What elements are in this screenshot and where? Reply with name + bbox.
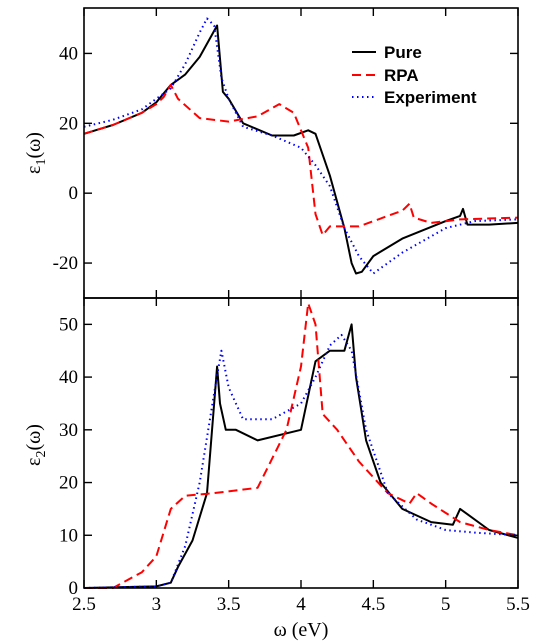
x-axis-title: ω (eV): [274, 619, 329, 641]
y-tick-label-top-1: 0: [69, 183, 79, 204]
y-tick-label-bottom-1: 10: [59, 525, 78, 546]
legend-label-experiment: Experiment: [384, 88, 477, 107]
x-tick-label-4: 4.5: [361, 594, 385, 615]
legend-label-pure: Pure: [384, 43, 422, 62]
y-axis-title-top-main: ε: [23, 166, 45, 174]
series-layer-top: [83, 17, 519, 275]
series-line-experiment-top: [83, 17, 519, 275]
y-axis-title-bottom-tail: (ω): [23, 424, 45, 450]
plot-frame-top: [83, 7, 519, 299]
y-tick-label-bottom-4: 40: [59, 367, 78, 388]
y-tick-label-bottom-5: 50: [59, 314, 78, 335]
x-tick-label-0: 2.5: [72, 594, 96, 615]
y-axis-title-top: ε1(ω): [23, 132, 49, 174]
y-axis-title-bottom: ε2(ω): [23, 424, 49, 466]
panel-bottom: 0 10 20 30 40 50 2.5 3 3.5 4 4.5 5 5.5 ε2(ω) ω (eV): [23, 297, 530, 641]
y-tick-label-bottom-0: 0: [69, 578, 79, 599]
y-tick-label-top-0: -20: [53, 253, 78, 274]
series-line-experiment-bottom: [83, 333, 519, 589]
y-axis-title-bottom-main: ε: [23, 458, 45, 466]
y-axis-title-top-tail: (ω): [23, 132, 45, 158]
legend-label-rpa: RPA: [384, 66, 419, 85]
series-line-pure-top: [83, 24, 519, 275]
series-line-pure-bottom: [83, 323, 519, 589]
x-tick-label-6: 5.5: [506, 594, 530, 615]
ticks-top: -20 0 20 40: [53, 8, 519, 298]
x-tick-label-3: 4: [296, 594, 306, 615]
x-tick-label-1: 3: [152, 594, 162, 615]
plot-frame-bottom: [83, 297, 519, 589]
y-axis-title-bottom-sub: 2: [34, 451, 49, 458]
x-tick-label-5: 5: [441, 594, 451, 615]
series-line-rpa-top: [83, 83, 519, 237]
series-layer-bottom: [83, 302, 519, 589]
y-tick-label-bottom-2: 20: [59, 473, 78, 494]
y-tick-label-top-2: 20: [59, 113, 78, 134]
panel-top: -20 0 20 40 ε1(ω) Pure RPA Experiment: [23, 7, 519, 299]
y-axis-title-top-sub: 1: [34, 159, 49, 166]
ticks-bottom: 0 10 20 30 40 50 2.5 3 3.5 4 4.5 5 5.5: [59, 298, 530, 615]
y-tick-label-top-3: 40: [59, 43, 78, 64]
legend: Pure RPA Experiment: [352, 43, 477, 107]
y-tick-label-bottom-3: 30: [59, 420, 78, 441]
x-tick-label-2: 3.5: [217, 594, 241, 615]
series-line-rpa-bottom: [84, 302, 519, 589]
